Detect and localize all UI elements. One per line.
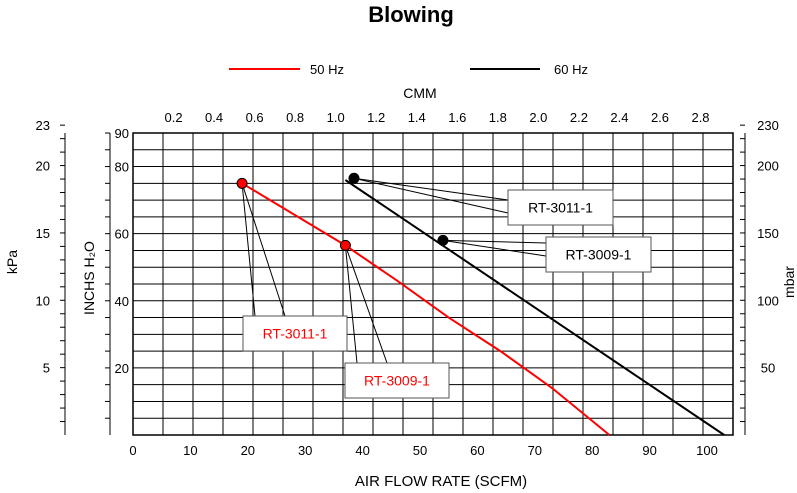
- x-tick-label: 50: [413, 443, 427, 458]
- x2-tick-label: 2.4: [610, 110, 628, 125]
- x-tick-label: 20: [241, 443, 255, 458]
- annotation-leader: [442, 239, 547, 244]
- x2-tick-label: 0.8: [286, 110, 304, 125]
- x2-tick-label: 2.0: [529, 110, 547, 125]
- annotation-leader: [241, 183, 286, 317]
- y3-tick-label: 5: [43, 361, 50, 376]
- x2-tick-label: 0.2: [164, 110, 182, 125]
- x2-tick-label: 0.6: [246, 110, 264, 125]
- legend-label-60hz: 60 Hz: [554, 62, 588, 77]
- annotation-leader: [344, 245, 388, 364]
- annotation-box: [344, 362, 450, 399]
- x2-tick-label: 0.4: [205, 110, 223, 125]
- y-tick-label: 40: [115, 294, 129, 309]
- y3-tick-label: 20: [36, 159, 50, 174]
- annotation-leader: [353, 177, 509, 201]
- legend-label-50hz: 50 Hz: [310, 62, 344, 77]
- y-axis-title: INCHS H₂O: [81, 241, 97, 315]
- grid: [132, 132, 734, 436]
- y2-tick-label: 200: [757, 159, 779, 174]
- annotation-leader: [442, 239, 547, 257]
- x-tick-label: 60: [470, 443, 484, 458]
- data-point-marker: [339, 239, 351, 251]
- left-axes: [60, 124, 111, 435]
- x2-tick-label: 2.8: [691, 110, 709, 125]
- data-point-marker: [236, 177, 248, 189]
- y-tick-label: 20: [115, 361, 129, 376]
- x2-tick-label: 1.6: [448, 110, 466, 125]
- annotation-box: [545, 236, 652, 273]
- x2-tick-label: 1.8: [489, 110, 507, 125]
- x-tick-label: 10: [183, 443, 197, 458]
- annotation-label: RT-3009-1: [364, 373, 430, 389]
- y3-tick-label: 10: [36, 293, 50, 308]
- x-axis-title: AIR FLOW RATE (SCFM): [355, 473, 527, 490]
- y2-tick-label: 230: [757, 118, 779, 133]
- y-tick-label: 60: [115, 227, 129, 242]
- annotation-leader: [344, 245, 358, 364]
- tick-labels: 0 10 20 30 40 50 60 70 80 90 100 0.2 0.4 0.6 0.8 1.0 1.2…: [36, 110, 779, 458]
- series-line-1: [344, 179, 725, 436]
- right-axis: [740, 124, 746, 435]
- x2-tick-label: 2.6: [651, 110, 669, 125]
- x2-tick-label: 1.2: [367, 110, 385, 125]
- y-tick-label: 90: [115, 126, 129, 141]
- x-tick-label: 70: [528, 443, 542, 458]
- annotation-label: RT-3011-1: [528, 200, 593, 216]
- x-tick-label: 90: [642, 443, 656, 458]
- marker-layer: [236, 172, 449, 251]
- series-layer: [241, 179, 725, 436]
- y2-axis-title: mbar: [781, 266, 797, 298]
- y3-tick-label: 23: [36, 118, 50, 133]
- y3-axis-title: kPa: [4, 250, 20, 274]
- x2-tick-label: 2.2: [570, 110, 588, 125]
- x2-tick-label: 1.4: [408, 110, 426, 125]
- annotation-leader: [353, 177, 509, 214]
- annotation-box: [242, 315, 348, 352]
- x-tick-label: 80: [585, 443, 599, 458]
- x-tick-label: 40: [355, 443, 369, 458]
- chart-title: Blowing: [368, 2, 454, 27]
- annotation-label: RT-3011-1: [263, 326, 328, 342]
- annotation-leader: [241, 183, 256, 317]
- x2-tick-label: 1.0: [327, 110, 345, 125]
- plot-frame: [132, 132, 734, 436]
- x2-axis-title: CMM: [403, 85, 436, 101]
- y2-tick-label: 100: [757, 293, 779, 308]
- y3-tick-label: 15: [36, 226, 50, 241]
- y-tick-label: 80: [115, 160, 129, 175]
- y2-tick-label: 150: [757, 226, 779, 241]
- data-point-marker: [437, 234, 449, 246]
- y2-tick-label: 50: [761, 361, 775, 376]
- x-tick-label: 100: [696, 443, 718, 458]
- annotation-box: [507, 189, 614, 226]
- x-tick-label: 30: [298, 443, 312, 458]
- data-point-marker: [348, 172, 360, 184]
- legend: 50 Hz 60 Hz: [229, 62, 588, 77]
- x-tick-label: 0: [129, 443, 136, 458]
- annotation-label: RT-3009-1: [566, 247, 632, 263]
- annotation-layer: RT-3011-1 RT-3009-1 RT-3011-1 RT-3009-1: [241, 177, 652, 399]
